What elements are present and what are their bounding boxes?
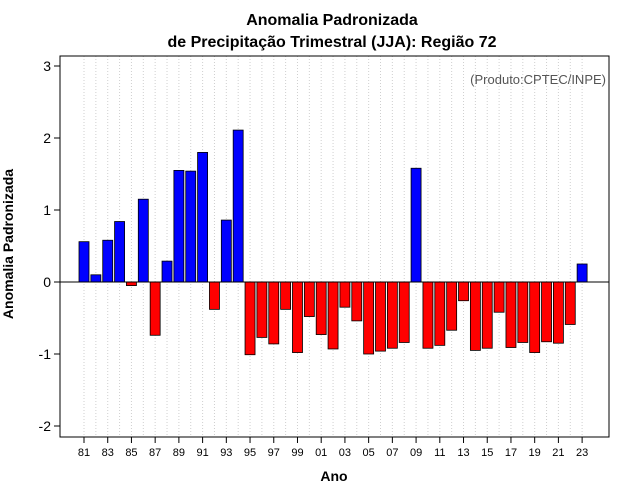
x-tick-label: 19 xyxy=(529,447,541,459)
bar-95 xyxy=(244,281,256,356)
bars xyxy=(78,129,588,356)
y-tick-label: 1 xyxy=(43,202,51,218)
y-tick-label: 2 xyxy=(43,130,51,146)
y-axis-label: Anomalia Padronizada xyxy=(0,169,16,319)
bar-03 xyxy=(339,281,351,308)
bar-16 xyxy=(493,281,505,313)
bar-17 xyxy=(505,281,517,348)
bar-08 xyxy=(398,281,410,343)
y-tick-label: -1 xyxy=(39,346,52,362)
bar-20 xyxy=(541,281,552,343)
bar-02 xyxy=(327,281,339,350)
x-axis: 81 83 85 87 89 91 93 95 97 99 01 03 05 07 09 11 13 15 17 19… xyxy=(78,437,588,459)
bar-00 xyxy=(303,281,315,317)
bar-94 xyxy=(232,129,244,283)
bar-82 xyxy=(90,274,102,283)
bar-91 xyxy=(197,151,209,283)
bar-15 xyxy=(481,281,493,349)
bar-18 xyxy=(517,281,529,343)
x-tick-label: 13 xyxy=(457,447,469,459)
x-tick-label: 85 xyxy=(125,447,137,459)
bar-96 xyxy=(256,281,268,338)
x-tick-label: 09 xyxy=(410,447,422,459)
bar-07 xyxy=(386,281,398,349)
bar-19 xyxy=(529,281,541,353)
x-tick-label: 21 xyxy=(552,447,564,459)
x-tick-label: 95 xyxy=(244,447,256,459)
bar-13 xyxy=(458,281,469,302)
y-tick-label: -2 xyxy=(39,418,52,434)
bar-89 xyxy=(173,169,185,283)
x-tick-label: 93 xyxy=(220,447,232,459)
bar-04 xyxy=(351,281,363,322)
x-tick-label: 15 xyxy=(481,447,493,459)
plot-frame xyxy=(59,55,610,438)
x-tick-label: 05 xyxy=(363,447,375,459)
bar-84 xyxy=(114,221,125,283)
x-tick-label: 83 xyxy=(102,447,114,459)
bar-12 xyxy=(446,281,458,331)
bar-01 xyxy=(315,281,327,335)
y-axis: -2 -1 0 1 2 3 xyxy=(39,58,60,434)
x-tick-label: 97 xyxy=(268,447,280,459)
x-tick-label: 03 xyxy=(339,447,351,459)
x-tick-label: 17 xyxy=(505,447,517,459)
bar-86 xyxy=(137,198,149,283)
grid xyxy=(83,56,583,437)
bar-93 xyxy=(220,219,232,283)
x-tick-label: 11 xyxy=(434,447,445,459)
bar-11 xyxy=(434,281,446,346)
chart-title: Anomalia Padronizada xyxy=(246,12,418,29)
bar-09 xyxy=(410,167,422,283)
source-annotation: (Produto:CPTEC/INPE) xyxy=(470,72,606,87)
x-tick-label: 89 xyxy=(173,447,185,459)
x-tick-label: 07 xyxy=(386,447,398,459)
chart-subtitle: de Precipitação Trimestral (JJA): Região… xyxy=(167,34,496,51)
bar-98 xyxy=(280,281,292,310)
bar-05 xyxy=(363,281,375,355)
bar-90 xyxy=(185,170,197,283)
bar-97 xyxy=(268,281,280,345)
y-tick-label: 3 xyxy=(43,58,51,74)
bar-99 xyxy=(292,281,303,353)
bar-81 xyxy=(78,241,90,283)
bar-88 xyxy=(161,260,173,283)
bar-85 xyxy=(126,281,137,286)
x-tick-label: 91 xyxy=(196,447,208,459)
x-tick-label: 01 xyxy=(315,447,327,459)
x-axis-label: Ano xyxy=(320,468,347,484)
x-tick-label: 87 xyxy=(149,447,161,459)
bar-10 xyxy=(422,281,434,349)
bar-14 xyxy=(469,281,481,351)
bar-23 xyxy=(576,263,588,283)
bar-06 xyxy=(375,281,386,352)
bar-22 xyxy=(564,281,576,325)
bar-21 xyxy=(553,281,564,344)
bar-92 xyxy=(209,281,220,310)
bar-83 xyxy=(102,239,114,283)
x-tick-label: 23 xyxy=(576,447,588,459)
y-tick-label: 0 xyxy=(43,274,51,290)
bar-87 xyxy=(149,281,161,336)
x-tick-label: 81 xyxy=(78,447,90,459)
x-tick-label: 99 xyxy=(291,447,303,459)
